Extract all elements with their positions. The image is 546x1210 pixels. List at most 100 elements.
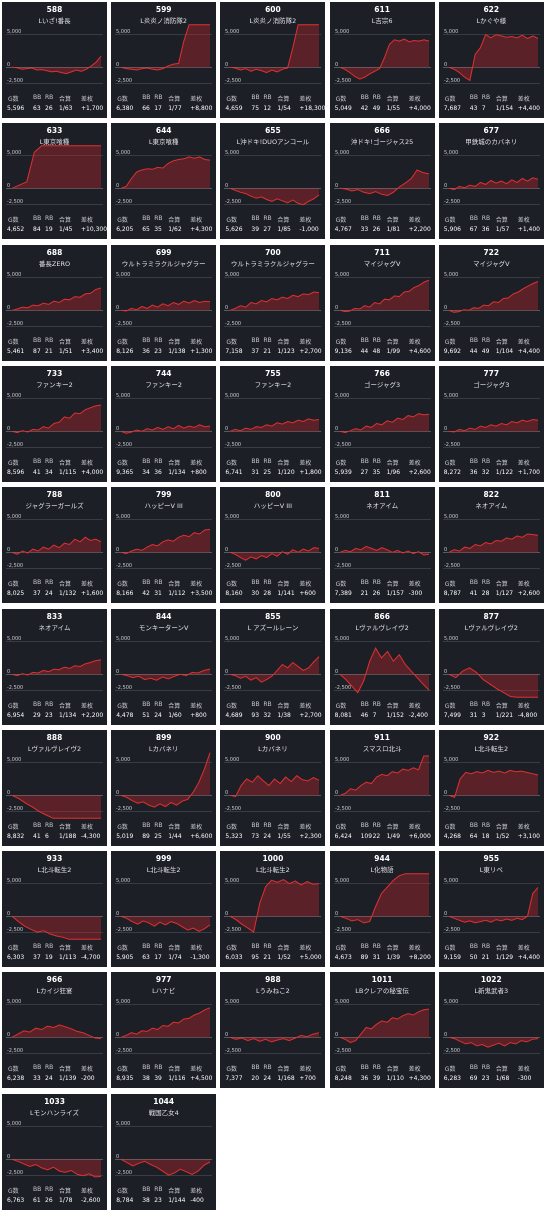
machine-card[interactable]: 788 ジャグラーガールズ 5,000 0 -2,500 G数 BB RB 合算 差枚 8,025 3… (2, 487, 107, 604)
y-tick-label: 5,000 (116, 636, 130, 642)
stat-value-bb: 42 (360, 105, 369, 112)
machine-card[interactable]: 1022 L新鬼武者3 5,000 0 -2,500 G数 BB RB 合算 差枚 6,283 69 2… (438, 972, 544, 1089)
machine-card[interactable]: 977 Lハナビ 5,000 0 -2,500 G数 BB RB 合算 差枚 8,935 38 39 1/… (111, 972, 217, 1089)
machine-card[interactable]: 811 ネオアイム 5,000 0 -2,500 G数 BB RB 合算 差枚 7,389 21 26 1… (329, 487, 435, 604)
y-tick-label: 0 (116, 668, 119, 674)
machine-card[interactable]: 633 L東京喰種 5,000 0 -2,500 G数 BB RB 合算 差枚 4,652 84 19 1… (2, 123, 107, 240)
machine-card[interactable]: 766 ゴージャグ3 5,000 0 -2,500 G数 BB RB 合算 差枚 5,939 27 35… (329, 365, 435, 482)
stat-label-g: G数 (8, 581, 19, 589)
machine-card[interactable]: 822 ネオアイム 5,000 0 -2,500 G数 BB RB 合算 差枚 8,787 41 28 1… (438, 487, 544, 604)
stat-value-rb: 17 (154, 954, 162, 962)
machine-card[interactable]: 599 L炎炎ノ消防隊2 5,000 0 -2,500 G数 BB RB 合算 差枚 6,380 66… (111, 2, 217, 118)
machine-card[interactable]: 744 ファンキー2 5,000 0 -2,500 G数 BB RB 合算 差枚 9,365 34 36… (111, 365, 217, 482)
machine-name: LBクレアの秘宝伝 (355, 987, 409, 996)
y-tick-label: 5,000 (444, 878, 458, 884)
machine-card[interactable]: 899 Lカバネリ 5,000 0 -2,500 G数 BB RB 合算 差枚 5,019 89 25 1… (111, 729, 217, 846)
machine-card[interactable]: 711 マイジャグV 5,000 0 -2,500 G数 BB RB 合算 差枚 9,136 44 48… (329, 244, 435, 361)
payout-area (12, 287, 101, 310)
machine-card[interactable]: 722 マイジャグV 5,000 0 -2,500 G数 BB RB 合算 差枚 9,692 44 49… (438, 244, 544, 361)
payout-graph: 5,000 0 -2,500 (439, 631, 544, 698)
machine-card[interactable]: 1033 Lモンハンライズ 5,000 0 -2,500 G数 BB RB 合算 差枚 6,763 6… (2, 1093, 107, 1210)
stat-label-diff: 差枚 (299, 945, 312, 953)
machine-card[interactable]: 833 ネオアイム 5,000 0 -2,500 G数 BB RB 合算 差枚 6,954 29 23 1… (2, 608, 107, 725)
machine-card[interactable]: 600 L炎炎ノ消防隊2 5,000 0 -2,500 G数 BB RB 合算 差枚 4,659 75… (220, 2, 325, 118)
y-tick-label: 0 (116, 62, 119, 68)
machine-card[interactable]: 733 ファンキー2 5,000 0 -2,500 G数 BB RB 合算 差枚 8,596 41 34… (2, 365, 107, 482)
machine-card[interactable]: 611 L吉宗6 5,000 0 -2,500 G数 BB RB 合算 差枚 5,049 42 49 1/… (329, 2, 435, 118)
machine-card[interactable]: 999 L北斗転生2 5,000 0 -2,500 G数 BB RB 合算 差枚 5,905 63 17… (111, 851, 217, 968)
stat-value-g: 4,268 (443, 832, 461, 840)
machine-card[interactable]: 699 ウルトラミラクルジャグラー 5,000 0 -2,500 G数 BB RB 合算 差枚 8,… (111, 244, 217, 361)
stat-label-rb: RB (481, 700, 491, 708)
y-tick-label: -2,500 (7, 78, 23, 84)
machine-card[interactable]: 855 L アズールレーン 5,000 0 -2,500 G数 BB RB 合算 差枚 4,689 9… (220, 608, 326, 725)
stat-value-g: 5,939 (334, 468, 352, 476)
machine-card[interactable]: 800 ハッピーV III 5,000 0 -2,500 G数 BB RB 合算 差枚 8,160 3… (220, 487, 326, 604)
stat-label-bb: BB (469, 215, 479, 223)
machine-card[interactable]: 933 L北斗転生2 5,000 0 -2,500 G数 BB RB 合算 差枚 6,303 37 19… (2, 851, 107, 968)
stat-label-bb: BB (251, 1064, 260, 1072)
machine-card[interactable]: 644 L東京喰種 5,000 0 -2,500 G数 BB RB 合算 差枚 6,205 65 35 1… (111, 123, 217, 240)
stat-label-total: 合算 (168, 459, 181, 467)
machine-card[interactable]: 622 Lかぐや様 5,000 0 -2,500 G数 BB RB 合算 差枚 7,687 43 7 1/… (438, 2, 544, 118)
machine-card[interactable]: 666 沖ドキ!ゴージャス25 5,000 0 -2,500 G数 BB RB 合算 差枚 4,76… (329, 123, 435, 240)
machine-card[interactable]: 700 ウルトラミラクルジャグラー 5,000 0 -2,500 G数 BB RB 合算 差枚 7,… (220, 244, 326, 361)
machine-card[interactable]: 655 L沖ドキ!DUOアンコール 5,000 0 -2,500 G数 BB RB 合算 差枚 5,… (220, 123, 326, 240)
machine-card[interactable]: 688 番長ZERO 5,000 0 -2,500 G数 BB RB 合算 差枚 5,461 87 21… (2, 244, 107, 361)
machine-card[interactable]: 922 L北斗転生2 5,000 0 -2,500 G数 BB RB 合算 差枚 4,268 64 18… (438, 729, 544, 846)
payout-area (121, 157, 211, 189)
y-tick-label: -2,500 (444, 78, 460, 84)
stat-label-bb: BB (142, 336, 151, 344)
machine-card[interactable]: 755 ファンキー2 5,000 0 -2,500 G数 BB RB 合算 差枚 6,741 31 25… (220, 365, 326, 482)
stat-value-bb: 75 (251, 105, 260, 112)
payout-line (448, 177, 538, 191)
machine-card[interactable]: 911 スマスロ北斗 5,000 0 -2,500 G数 BB RB 合算 差枚 6,424 109 2… (329, 729, 435, 846)
payout-area (12, 795, 101, 819)
machine-card[interactable]: 1044 戦国乙女4 5,000 0 -2,500 G数 BB RB 合算 差枚 8,784 38 23… (111, 1093, 217, 1210)
stat-value-bb: 46 (360, 711, 369, 719)
machine-card[interactable]: 866 Lヴァルヴレイヴ2 5,000 0 -2,500 G数 BB RB 合算 差枚 8,081 4… (329, 608, 435, 725)
machine-card[interactable]: 1011 LBクレアの秘宝伝 5,000 0 -2,500 G数 BB RB 合算 差枚 8,248… (329, 972, 435, 1089)
payout-area (121, 752, 211, 807)
y-tick-label: -2,500 (335, 563, 351, 569)
machine-card[interactable]: 900 Lカバネリ 5,000 0 -2,500 G数 BB RB 合算 差枚 5,323 73 24 1… (220, 729, 326, 846)
machine-card[interactable]: 777 ゴージャグ3 5,000 0 -2,500 G数 BB RB 合算 差枚 8,272 36 32… (438, 365, 544, 482)
y-tick-label: 5,000 (444, 999, 458, 1005)
machine-card[interactable]: 988 Lうみねこ2 5,000 0 -2,500 G数 BB RB 合算 差枚 7,377 20 24… (220, 972, 326, 1089)
stat-label-rb: RB (45, 1064, 54, 1072)
stat-label-bb: BB (360, 1064, 369, 1072)
stat-value-g: 5,905 (116, 954, 134, 962)
stat-value-rb: 7 (372, 711, 377, 719)
y-tick-label: 5,000 (225, 999, 239, 1005)
machine-card[interactable]: 955 L東リベ 5,000 0 -2,500 G数 BB RB 合算 差枚 9,159 50 21 1/… (438, 851, 544, 968)
machine-number: 1033 (44, 1096, 65, 1106)
stat-value-rb: 23 (154, 1196, 162, 1204)
y-tick-label: 0 (116, 304, 119, 310)
stat-value-total: 1/96 (386, 468, 401, 476)
stat-label-g: G数 (117, 1066, 128, 1074)
machine-number: 766 (374, 368, 390, 378)
stat-value-diff: +1,400 (517, 226, 541, 234)
machine-card[interactable]: 944 L化物語 5,000 0 -2,500 G数 BB RB 合算 差枚 4,673 89 31 1/… (329, 851, 435, 968)
stat-label-diff: 差枚 (190, 459, 203, 467)
machine-card[interactable]: 966 Lカイジ狂宴 5,000 0 -2,500 G数 BB RB 合算 差枚 6,238 33 24… (2, 972, 107, 1089)
stat-label-total: 合算 (168, 823, 181, 831)
stat-value-diff: +2,600 (517, 590, 541, 598)
machine-card[interactable]: 588 Lいざ!番長 5,000 0 -2,500 G数 BB RB 合算 差枚 5,596 63 26… (2, 2, 107, 118)
stat-label-total: 合算 (386, 96, 399, 103)
stat-label-bb: BB (33, 579, 42, 587)
machine-card[interactable]: 799 ハッピーV III 5,000 0 -2,500 G数 BB RB 合算 差枚 8,166 4… (111, 487, 217, 604)
stat-label-g: G数 (226, 338, 238, 346)
machine-number: 611 (374, 5, 390, 14)
payout-line (230, 291, 320, 311)
machine-card[interactable]: 677 甲鉄城のカバネリ 5,000 0 -2,500 G数 BB RB 合算 差枚 5,906 67… (438, 123, 544, 240)
stat-label-bb: BB (33, 1064, 42, 1072)
stat-value-diff: +2,300 (299, 832, 322, 840)
y-tick-label: 0 (7, 1032, 10, 1038)
machine-number: 622 (483, 5, 500, 14)
machine-card[interactable]: 1000 L北斗転生2 5,000 0 -2,500 G数 BB RB 合算 差枚 6,033 95 2… (220, 851, 326, 968)
machine-card[interactable]: 844 モンキーターンV 5,000 0 -2,500 G数 BB RB 合算 差枚 4,478 51… (111, 608, 217, 725)
stat-value-diff: +1,800 (299, 468, 322, 476)
machine-card[interactable]: 888 Lヴァルヴレイヴ2 5,000 0 -2,500 G数 BB RB 合算 差枚 8,832 4… (2, 729, 107, 846)
machine-card[interactable]: 877 Lヴァルヴレイヴ2 5,000 0 -2,500 G数 BB RB 合算 差枚 7,499 3… (438, 608, 544, 725)
